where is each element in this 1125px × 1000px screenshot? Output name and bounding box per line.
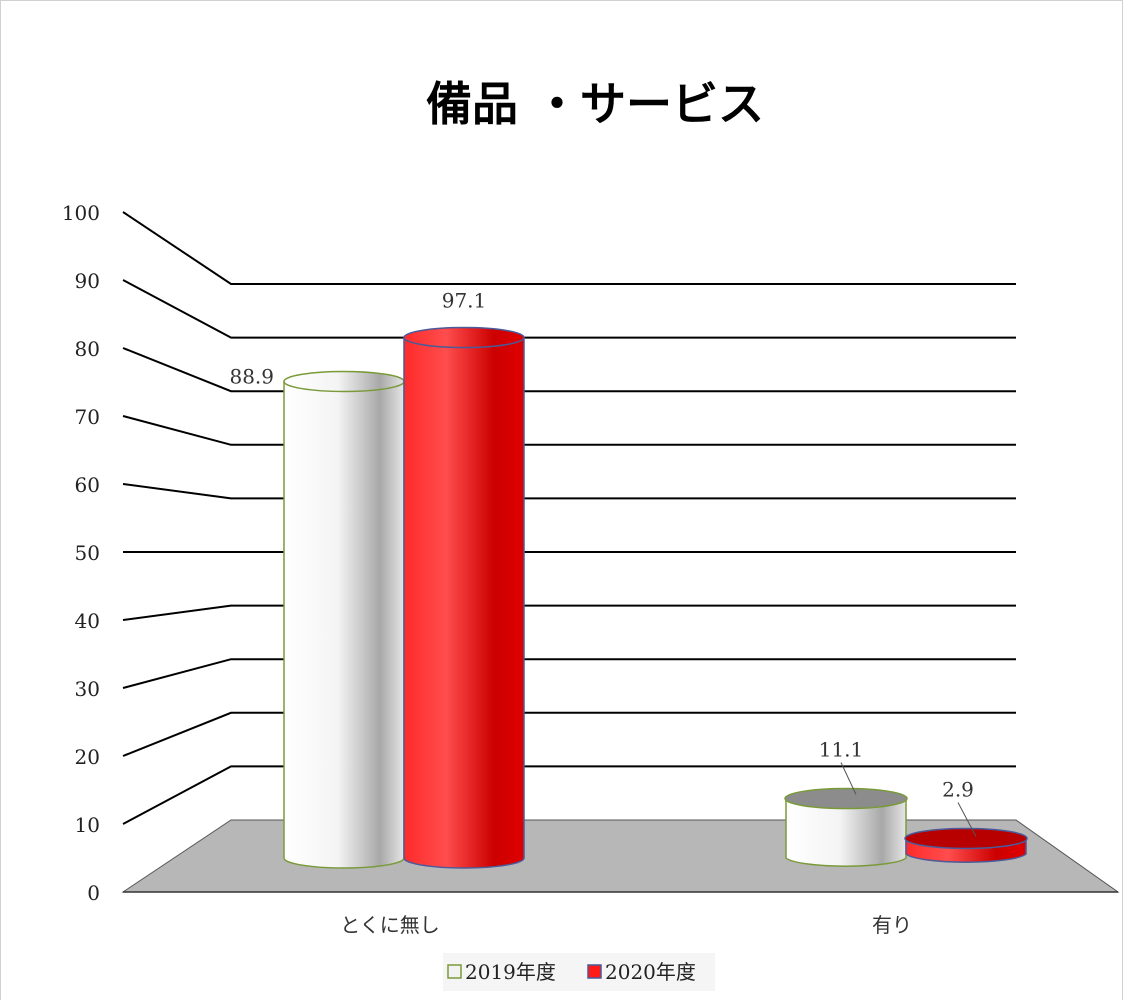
- y-tick-label: 20: [75, 745, 100, 769]
- bar-1-1: [904, 827, 1028, 863]
- category-label: 有り: [872, 913, 912, 937]
- y-tick-label: 100: [62, 201, 100, 225]
- leader-line: [957, 802, 977, 837]
- y-tick-label: 80: [75, 337, 100, 361]
- bar-1-0: [784, 787, 908, 867]
- gridline: [122, 415, 1016, 446]
- bar-top: [403, 326, 525, 349]
- y-tick-label: 50: [75, 541, 100, 565]
- y-tick-label: 0: [87, 881, 100, 905]
- leader-line: [840, 762, 857, 795]
- legend-swatch: [587, 964, 602, 979]
- gridline: [122, 279, 1016, 339]
- y-tick-label: 70: [75, 405, 100, 429]
- gridline: [122, 711, 1016, 757]
- bar-top: [283, 370, 405, 393]
- gridline: [122, 347, 1016, 393]
- chart-title: 備品 ・サービス: [426, 77, 764, 131]
- y-tick-label: 30: [75, 677, 100, 701]
- y-tick-label: 60: [75, 473, 100, 497]
- bar-body: [283, 380, 405, 869]
- bar-0-0: [283, 370, 405, 869]
- bar-top: [784, 787, 908, 810]
- bar-body: [785, 797, 907, 867]
- gridline: [122, 658, 1016, 689]
- bar-top: [904, 827, 1028, 850]
- y-tick-label: 10: [75, 813, 100, 837]
- data-label: 2.9: [942, 777, 974, 801]
- y-tick-label: 90: [75, 269, 100, 293]
- category-label: とくに無し: [340, 913, 439, 937]
- data-label: 97.1: [442, 289, 487, 313]
- legend: [443, 953, 715, 991]
- y-tick-label: 40: [75, 609, 100, 633]
- bar-0-1: [403, 326, 525, 869]
- legend-swatch: [447, 964, 462, 979]
- legend-label: 2019年度: [465, 960, 556, 984]
- gridline: [122, 211, 1016, 285]
- data-label: 11.1: [819, 738, 864, 762]
- legend-label: 2020年度: [605, 960, 696, 984]
- data-label: 88.9: [229, 364, 274, 388]
- gridline: [122, 483, 1016, 500]
- gridline: [122, 765, 1016, 825]
- bar-body: [403, 336, 525, 869]
- gridline: [122, 604, 1016, 621]
